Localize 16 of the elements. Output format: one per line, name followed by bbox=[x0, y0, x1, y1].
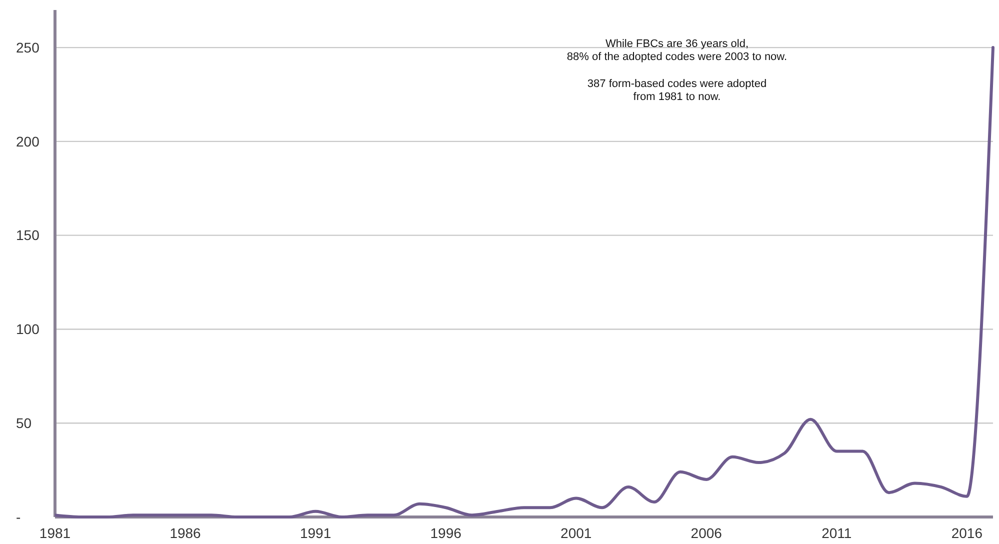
x-tick-label: 1996 bbox=[430, 525, 462, 541]
x-tick-label: 2001 bbox=[560, 525, 592, 541]
x-tick-label: 1981 bbox=[39, 525, 71, 541]
x-tick-label: 2006 bbox=[690, 525, 722, 541]
y-tick-label: 250 bbox=[16, 39, 40, 56]
x-tick-label: 2011 bbox=[822, 525, 852, 541]
y-tick-label: 50 bbox=[16, 415, 32, 432]
annotation: While FBCs are 36 years old, 88% of the adopted codes were 2003 to now. bbox=[566, 38, 788, 63]
x-tick-label: 2016 bbox=[951, 525, 983, 541]
y-tick-label: - bbox=[16, 508, 21, 525]
y-tick-label: 150 bbox=[16, 227, 40, 244]
x-tick-label: 1986 bbox=[170, 525, 202, 541]
annotation: 387 form-based codes were adopted from 1981 to now. bbox=[587, 78, 767, 103]
y-tick-label: 100 bbox=[16, 321, 40, 338]
y-tick-label: 200 bbox=[16, 133, 40, 150]
x-tick-label: 1991 bbox=[300, 525, 332, 541]
